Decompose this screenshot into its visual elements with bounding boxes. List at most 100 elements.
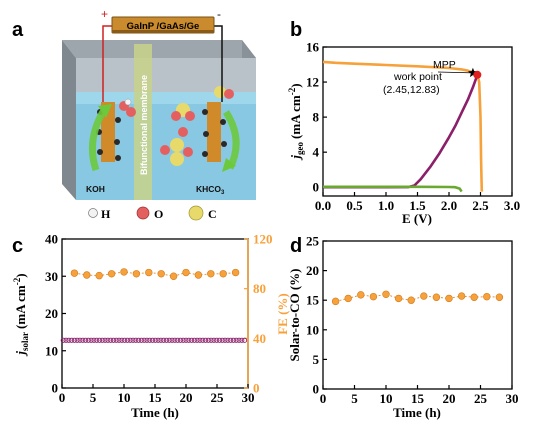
y-axis-label-b: jgeo(mA cm-2) xyxy=(287,83,305,160)
jsolar-point xyxy=(74,337,80,343)
jsolar-point xyxy=(63,337,69,343)
cathode-catalyst-dots xyxy=(202,109,227,157)
d-xtick-label: 20 xyxy=(443,391,456,406)
solar-device-base xyxy=(112,30,214,33)
stc-point xyxy=(420,292,428,300)
negative-wire xyxy=(214,25,223,102)
stc-point xyxy=(483,292,491,301)
x-axis-ticks-b: 0.0 0.5 1.0 1.5 2.0 2.5 3.0 xyxy=(315,192,520,213)
jsolar-point xyxy=(122,337,128,343)
jsolar-point xyxy=(88,337,94,343)
b-xtick-label: 2.0 xyxy=(441,198,457,213)
jsolar-point xyxy=(138,337,144,343)
mpp-leader xyxy=(437,71,473,74)
d-xtick-label: 5 xyxy=(351,391,358,406)
c-ytick-label: 20 xyxy=(45,306,58,321)
stability-series xyxy=(60,268,248,343)
work-point-marker xyxy=(473,70,482,79)
work-point-value: (2.45,12.83) xyxy=(383,84,440,96)
jsolar-point xyxy=(130,337,136,343)
b-xtick-label: 3.0 xyxy=(504,198,520,213)
fe-point xyxy=(182,268,190,277)
fe-point xyxy=(169,272,178,280)
jsolar-point xyxy=(205,337,211,343)
oxygen-molecule xyxy=(119,98,136,117)
jsolar-point xyxy=(200,337,206,343)
left-flow-arrow-head xyxy=(98,104,112,118)
stc-point xyxy=(394,294,403,303)
jv-curves xyxy=(322,60,484,193)
jsolar-point xyxy=(110,337,117,343)
jsolar-point xyxy=(189,337,195,343)
right-electrolyte-label: KHCO3 xyxy=(196,184,225,196)
d-xtick-label: 15 xyxy=(411,391,425,406)
c-xtick-label: 5 xyxy=(90,390,97,405)
jsolar-point xyxy=(83,337,89,343)
b-ytick-label: 4 xyxy=(313,145,320,160)
co-molecule xyxy=(214,86,234,99)
jsolar-point xyxy=(172,337,178,343)
minus-sign: - xyxy=(217,7,221,21)
carbon-legend-label: C xyxy=(208,207,217,221)
jsolar-point xyxy=(127,337,133,343)
c-ytick-label: 0 xyxy=(52,381,59,396)
stc-point xyxy=(457,292,466,300)
mpp-annotation: MPP xyxy=(433,59,456,71)
jsolar-point xyxy=(233,337,239,343)
jsolar-point xyxy=(152,337,158,343)
jsolar-point xyxy=(169,337,175,343)
stc-series xyxy=(331,290,504,306)
jv-curve-panel: b 0.0 0.5 1.0 1.5 2.0 2.5 3.0 0 4 8 12 16 MPP work… xyxy=(287,19,520,226)
jsolar-point xyxy=(191,337,197,343)
stc-point xyxy=(344,294,352,303)
stc-point xyxy=(495,293,504,301)
fe-point xyxy=(107,270,116,278)
plus-sign: + xyxy=(101,7,108,21)
jsolar-point xyxy=(225,337,231,343)
d-ytick-label: 15 xyxy=(306,293,320,308)
c-xtick-label: 10 xyxy=(118,390,131,405)
fe-point xyxy=(231,268,240,277)
stc-point xyxy=(357,291,365,299)
jsolar-point xyxy=(163,337,170,343)
jsolar-point xyxy=(166,337,172,343)
b-xtick-label: 0.0 xyxy=(315,198,331,213)
jsolar-point xyxy=(133,337,139,343)
d-xtick-label: 25 xyxy=(474,391,488,406)
positive-wire xyxy=(102,25,112,102)
jsolar-point xyxy=(60,337,66,343)
anode-electrode xyxy=(101,102,115,162)
y-axis-ticks-d: 0 5 10 15 20 25 xyxy=(306,234,327,397)
x-axis-label-c: Time (h) xyxy=(131,405,179,420)
c-right-ytick-label: 40 xyxy=(253,331,266,346)
jsolar-point xyxy=(175,337,181,343)
x-axis-ticks-c: 0 5 10 15 20 25 30 xyxy=(59,384,255,405)
carbon-legend-marker xyxy=(188,205,204,221)
stc-efficiency-panel: d 0 5 10 15 20 25 30 0 5 10 15 20 25 Time (h) Solar… xyxy=(287,234,519,421)
fe-point xyxy=(95,271,103,280)
c-ytick-label: 10 xyxy=(45,343,58,358)
jsolar-point xyxy=(228,337,234,343)
fe-point xyxy=(83,271,91,279)
electrolyte-surface xyxy=(76,92,256,104)
d-ytick-label: 5 xyxy=(313,352,320,367)
mpp-marker xyxy=(468,67,478,78)
jsolar-point xyxy=(105,337,111,343)
plot-frame-c xyxy=(61,238,249,389)
fe-point xyxy=(157,270,165,278)
jsolar-point xyxy=(180,337,186,343)
fe-point xyxy=(145,268,153,277)
fe-point xyxy=(219,270,227,278)
b-ytick-label: 8 xyxy=(313,110,320,125)
fe-point xyxy=(120,268,128,276)
panel-label-b: b xyxy=(290,19,302,41)
jsolar-point xyxy=(80,337,86,343)
jsolar-point xyxy=(147,337,153,343)
jsolar-point xyxy=(94,337,100,343)
stc-point xyxy=(470,293,478,301)
stc-point xyxy=(432,293,441,301)
jsolar-point xyxy=(242,337,248,343)
cell-top-rim xyxy=(62,40,256,58)
jv-series-2 xyxy=(323,185,463,193)
